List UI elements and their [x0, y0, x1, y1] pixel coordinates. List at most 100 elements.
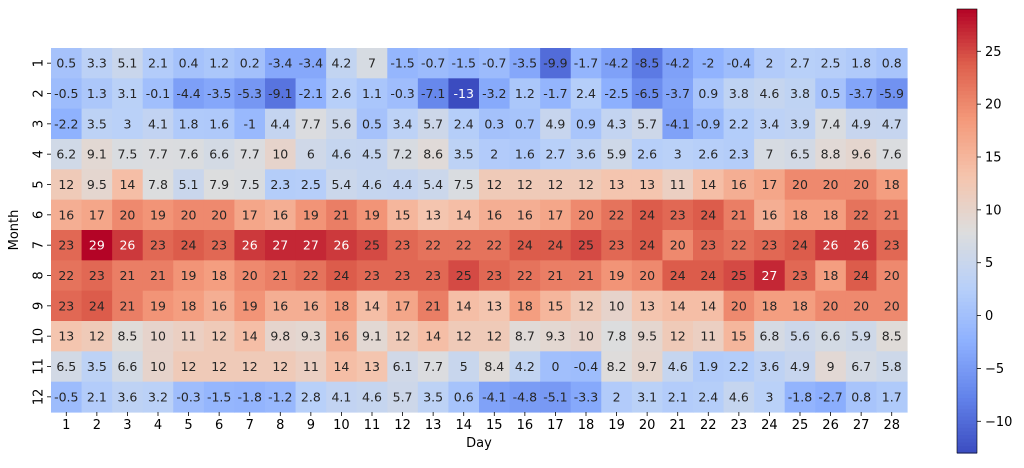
- cell-value-label: 12: [486, 177, 502, 192]
- heatmap-cell: [234, 321, 266, 352]
- heatmap-cell: [631, 78, 664, 110]
- heatmap-cell: [662, 48, 694, 79]
- heatmap-cell: [601, 381, 633, 413]
- heatmap-cell: [448, 78, 480, 110]
- heatmap-cell: [265, 381, 297, 413]
- colorbar-segment: [957, 408, 977, 413]
- heatmap-cell: [81, 321, 113, 352]
- colorbar-segment: [957, 390, 977, 395]
- y-tick-label: 3: [32, 120, 47, 128]
- x-tick-label: 11: [364, 418, 381, 433]
- cell-value-label: -4.1: [666, 116, 690, 131]
- cell-value-label: 26: [242, 238, 258, 253]
- heatmap-cell: [723, 230, 755, 261]
- colorbar-segment: [957, 179, 977, 184]
- heatmap-cell: [693, 169, 725, 201]
- cell-value-label: 9.5: [637, 329, 657, 344]
- cell-value-label: 2.6: [637, 147, 657, 162]
- y-tick-label: 2: [32, 89, 47, 97]
- cell-value-label: 6.6: [209, 147, 229, 162]
- heatmap-cell: [356, 108, 388, 140]
- heatmap-cell: [570, 381, 602, 413]
- heatmap-cell: [448, 169, 480, 201]
- cell-value-label: 4.1: [148, 116, 168, 131]
- heatmap-cell: [845, 351, 878, 383]
- heatmap-cell: [81, 351, 113, 383]
- heatmap-cell: [662, 381, 694, 413]
- cell-value-label: -3.4: [268, 56, 292, 71]
- cell-value-label: 18: [517, 298, 533, 313]
- heatmap-cell: [784, 108, 816, 140]
- colorbar-segment: [957, 231, 977, 236]
- cell-value-label: 20: [181, 207, 197, 222]
- cell-value-label: 22: [853, 207, 869, 222]
- cell-value-label: 6.8: [759, 329, 779, 344]
- heatmap-cell: [112, 169, 144, 201]
- cell-value-label: 19: [364, 207, 380, 222]
- colorbar-segment: [957, 34, 977, 40]
- cell-value-label: 14: [119, 177, 135, 192]
- heatmap-cell: [509, 199, 541, 231]
- colorbar-segment: [957, 393, 977, 399]
- cell-value-label: 17: [395, 298, 411, 313]
- cell-value-label: 2.3: [270, 177, 290, 192]
- heatmap-cell: [815, 108, 847, 140]
- cell-value-label: 0.9: [576, 116, 596, 131]
- cell-value-labels: 0.5 3.3 5.1 2.1 0.4 1.2 0.2 -3.4 -3.4 4.2 7 -1.5 -0.…: [54, 56, 904, 405]
- colorbar-segment: [957, 42, 977, 47]
- heatmap-cell: [570, 351, 602, 383]
- cell-value-label: 12: [547, 177, 563, 192]
- heatmap-cell: [570, 199, 602, 231]
- cell-value-label: 8.4: [484, 359, 504, 374]
- heatmap-cell: [540, 139, 572, 170]
- cell-value-label: 20: [884, 268, 900, 283]
- heatmap-cell: [876, 351, 908, 383]
- cell-value-label: 4.1: [331, 389, 351, 404]
- heatmap-cell: [845, 321, 878, 352]
- cell-value-label: 7.8: [607, 329, 627, 344]
- colorbar-segment: [957, 404, 977, 410]
- heatmap-cell: [815, 139, 847, 170]
- heatmap-cell: [326, 381, 358, 413]
- cell-value-label: 23: [364, 268, 380, 283]
- cell-value-label: 18: [823, 207, 839, 222]
- cell-value-label: 5.7: [423, 116, 443, 131]
- heatmap-cell: [540, 230, 572, 261]
- cell-value-label: 9.3: [545, 329, 565, 344]
- heatmap-cell: [784, 169, 816, 201]
- cell-value-label: 23: [211, 238, 227, 253]
- heatmap-cell: [662, 351, 694, 383]
- colorbar-segment: [957, 38, 977, 43]
- cell-value-label: 23: [670, 207, 686, 222]
- cell-value-label: 22: [517, 268, 533, 283]
- cell-value-label: 0.8: [851, 389, 871, 404]
- cell-value-label: -1.2: [268, 389, 292, 404]
- cell-value-label: 24: [639, 238, 655, 253]
- cell-value-label: 25: [364, 238, 380, 253]
- heatmap-cell: [448, 108, 480, 140]
- heatmap-cell: [51, 78, 83, 110]
- cell-value-label: -7.1: [421, 86, 445, 101]
- cell-value-label: 4.6: [331, 147, 351, 162]
- cell-value-label: 2.6: [331, 86, 351, 101]
- heatmap-cell: [601, 199, 633, 231]
- cell-value-label: 12: [58, 177, 74, 192]
- colorbar-segment: [957, 190, 977, 195]
- heatmap-cell: [417, 381, 450, 413]
- heatmap-cell: [754, 108, 786, 140]
- heatmap-cell: [723, 48, 755, 79]
- heatmap-cell: [417, 230, 450, 261]
- cell-value-label: 3.2: [148, 389, 168, 404]
- heatmap-cell: [448, 199, 480, 231]
- y-tick-label: 5: [32, 180, 47, 188]
- cell-value-label: -0.5: [54, 86, 78, 101]
- colorbar-segment: [957, 108, 977, 114]
- heatmap-cell: [570, 78, 602, 110]
- cell-value-label: 27: [272, 238, 288, 253]
- cell-value-label: 14: [242, 329, 258, 344]
- heatmap-cell: [234, 78, 266, 110]
- cell-value-label: 24: [639, 207, 655, 222]
- cell-value-label: 4.6: [362, 389, 382, 404]
- cell-value-label: -3.7: [666, 86, 690, 101]
